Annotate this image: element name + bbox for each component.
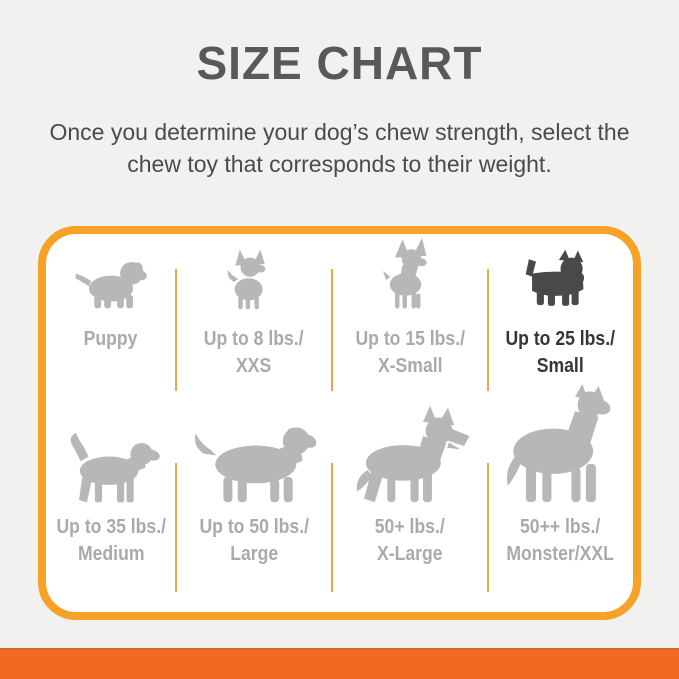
subtitle-line-2: chew toy that corresponds to their weigh… — [127, 151, 552, 177]
page-subtitle: Once you determine your dog’s chew stren… — [0, 116, 679, 180]
bottom-accent-bar — [0, 648, 679, 679]
size-label: 50++ lbs./ Monster/XXL — [506, 516, 615, 565]
size-cell-xxs: Up to 8 lbs./ XXS — [176, 234, 333, 416]
puppy-dog-icon — [73, 252, 149, 310]
size-cell-x-large: 50+ lbs./ X-Large — [332, 405, 489, 612]
size-label-highlighted: Up to 25 lbs./ Small — [505, 328, 616, 377]
size-label: Up to 8 lbs./ XXS — [204, 328, 304, 377]
size-label: Up to 35 lbs./ Medium — [56, 516, 166, 565]
toy-dog-icon — [380, 238, 440, 310]
size-cell-x-small: Up to 15 lbs./ X-Small — [332, 234, 489, 416]
terrier-dog-icon — [521, 248, 600, 310]
size-label: Up to 50 lbs./ Large — [199, 516, 309, 565]
size-label: Puppy — [84, 328, 138, 350]
size-chart-panel: Puppy Up to 8 lbs./ XXS — [38, 226, 641, 620]
size-label: Up to 15 lbs./ X-Small — [355, 328, 465, 377]
labrador-dog-icon — [191, 414, 317, 504]
size-cell-large: Up to 50 lbs./ Large — [176, 414, 333, 612]
page-title: SIZE CHART — [196, 37, 483, 89]
beagle-dog-icon — [60, 428, 163, 504]
size-cell-puppy: Puppy — [46, 234, 177, 416]
great-dane-dog-icon — [497, 384, 624, 504]
size-cell-monster-xxl: 50++ lbs./ Monster/XXL — [488, 384, 633, 612]
subtitle-line-1: Once you determine your dog’s chew stren… — [49, 119, 630, 145]
chihuahua-dog-icon — [225, 248, 284, 310]
shepherd-dog-icon — [348, 404, 473, 504]
size-cell-medium: Up to 35 lbs./ Medium — [46, 416, 177, 612]
size-cell-small: Up to 25 lbs./ Small — [488, 234, 633, 416]
size-label: 50+ lbs./ X-Large — [375, 516, 445, 565]
